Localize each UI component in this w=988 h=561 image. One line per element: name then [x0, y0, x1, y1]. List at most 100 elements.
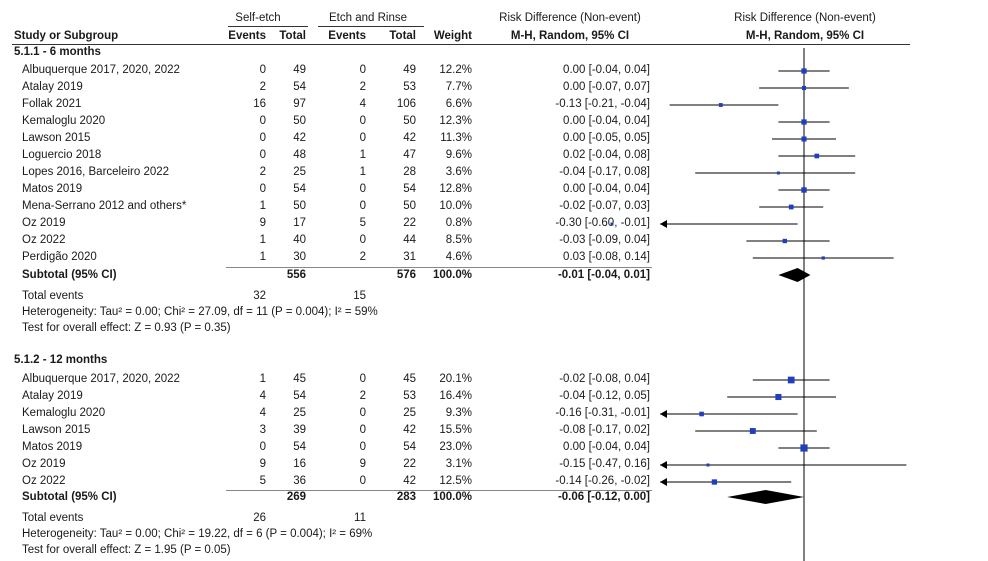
study-marker [718, 103, 723, 107]
total-group1: 48 [293, 149, 306, 161]
events-group1: 2 [259, 81, 266, 93]
study-weight: 3.1% [445, 458, 472, 470]
events-group1: 5 [259, 475, 266, 487]
study-name: Oz 2022 [22, 475, 66, 487]
subtotal-total2: 283 [396, 491, 416, 503]
weight-header: Weight [433, 30, 472, 42]
overall-effect-text: Test for overall effect: Z = 1.95 (P = 0… [22, 544, 231, 556]
study-weight: 12.2% [439, 64, 472, 76]
study-marker [776, 171, 780, 175]
study-name: Kemaloglu 2020 [22, 407, 106, 419]
ci-arrow-left-icon [660, 220, 667, 228]
study-weight: 9.3% [445, 407, 472, 419]
study-name: Lopes 2016, Barceleiro 2022 [22, 166, 170, 178]
total-group1: 25 [293, 166, 306, 178]
subtotal-label: Subtotal (95% CI) [22, 491, 117, 503]
total-group2: 50 [403, 115, 416, 127]
total-group1: 49 [293, 64, 306, 76]
overall-effect-text: Test for overall effect: Z = 0.93 (P = 0… [22, 322, 231, 334]
study-ci: 0.00 [-0.07, 0.07] [563, 81, 650, 93]
events1-header: Events [228, 30, 266, 42]
study-ci: -0.04 [-0.17, 0.08] [559, 166, 650, 178]
subtotal-weight: 100.0% [432, 269, 472, 281]
events-group1: 0 [259, 149, 266, 161]
events-group2: 5 [359, 217, 366, 229]
study-ci: 0.02 [-0.04, 0.08] [563, 149, 650, 161]
study-ci: 0.00 [-0.04, 0.04] [563, 115, 650, 127]
total-group2: 47 [403, 149, 416, 161]
study-ci: -0.04 [-0.12, 0.05] [559, 390, 650, 402]
study-name: Matos 2019 [22, 183, 83, 195]
study-marker [749, 428, 756, 434]
total-group2: 31 [403, 251, 416, 263]
study-name: Oz 2022 [22, 234, 66, 246]
total-group1: 39 [293, 424, 306, 436]
total-group2: 53 [403, 390, 416, 402]
study-ci: 0.00 [-0.05, 0.05] [563, 132, 650, 144]
events-group1: 0 [259, 441, 266, 453]
study-weight: 3.6% [445, 166, 472, 178]
study-weight: 8.5% [445, 234, 472, 246]
total-group1: 16 [293, 458, 306, 470]
events-group2: 0 [359, 200, 366, 212]
header-rule [12, 44, 910, 45]
events-group1: 9 [259, 458, 266, 470]
study-marker [787, 376, 795, 384]
study-marker [775, 393, 782, 401]
total1-header: Total [279, 30, 306, 42]
study-marker [801, 85, 807, 91]
total-group1: 17 [293, 217, 306, 229]
total-group1: 50 [293, 115, 306, 127]
study-ci: -0.14 [-0.26, -0.02] [555, 475, 650, 487]
subtotal-ci: -0.06 [-0.12, 0.00] [557, 491, 650, 503]
events-group2: 0 [359, 115, 366, 127]
events-group1: 0 [259, 132, 266, 144]
subtotal-total1: 269 [286, 491, 306, 503]
total-group1: 25 [293, 407, 306, 419]
subtotal-weight: 100.0% [432, 491, 472, 503]
events-group2: 0 [359, 407, 366, 419]
study-ci: -0.15 [-0.47, 0.16] [559, 458, 650, 470]
pooled-diamond [778, 268, 811, 282]
study-name: Lawson 2015 [22, 424, 91, 436]
subtotal-rule [226, 267, 652, 268]
study-marker [814, 153, 820, 159]
subtotal-total1: 556 [286, 269, 306, 281]
total-events-label: Total events [22, 290, 84, 302]
events-group2: 0 [359, 441, 366, 453]
study-marker [801, 187, 807, 193]
total-group2: 42 [403, 132, 416, 144]
plot-method-header: M-H, Random, 95% CI [745, 30, 865, 42]
total-group2: 25 [403, 407, 416, 419]
total-group1: 97 [293, 98, 306, 110]
study-weight: 11.3% [440, 132, 472, 144]
study-weight: 4.6% [445, 251, 472, 263]
study-weight: 7.7% [445, 81, 472, 93]
events-group1: 1 [259, 251, 266, 263]
total-group2: 54 [403, 441, 416, 453]
total-group2: 54 [403, 183, 416, 195]
study-ci: -0.02 [-0.08, 0.04] [559, 373, 650, 385]
events2-header: Events [328, 30, 366, 42]
events-group2: 0 [359, 475, 366, 487]
study-ci: -0.08 [-0.17, 0.02] [559, 424, 650, 436]
total-group2: 42 [403, 424, 416, 436]
study-marker [706, 463, 710, 467]
subtotal-total2: 576 [396, 269, 416, 281]
group2-header-rule [318, 26, 424, 27]
group1-header-rule [228, 26, 308, 27]
study-name: Oz 2019 [22, 458, 66, 470]
study-name: Atalay 2019 [22, 390, 83, 402]
study-ci: -0.30 [-0.60, -0.01] [555, 217, 650, 229]
total-group2: 106 [396, 98, 416, 110]
events-group2: 0 [359, 373, 366, 385]
study-name: Loguercio 2018 [22, 149, 102, 161]
study-name: Lawson 2015 [22, 132, 91, 144]
total-group1: 40 [293, 234, 306, 246]
ci-arrow-left-icon [660, 461, 667, 469]
events-group1: 16 [253, 98, 266, 110]
study-marker [800, 444, 808, 452]
total-group1: 54 [293, 441, 306, 453]
study-marker [711, 479, 718, 485]
